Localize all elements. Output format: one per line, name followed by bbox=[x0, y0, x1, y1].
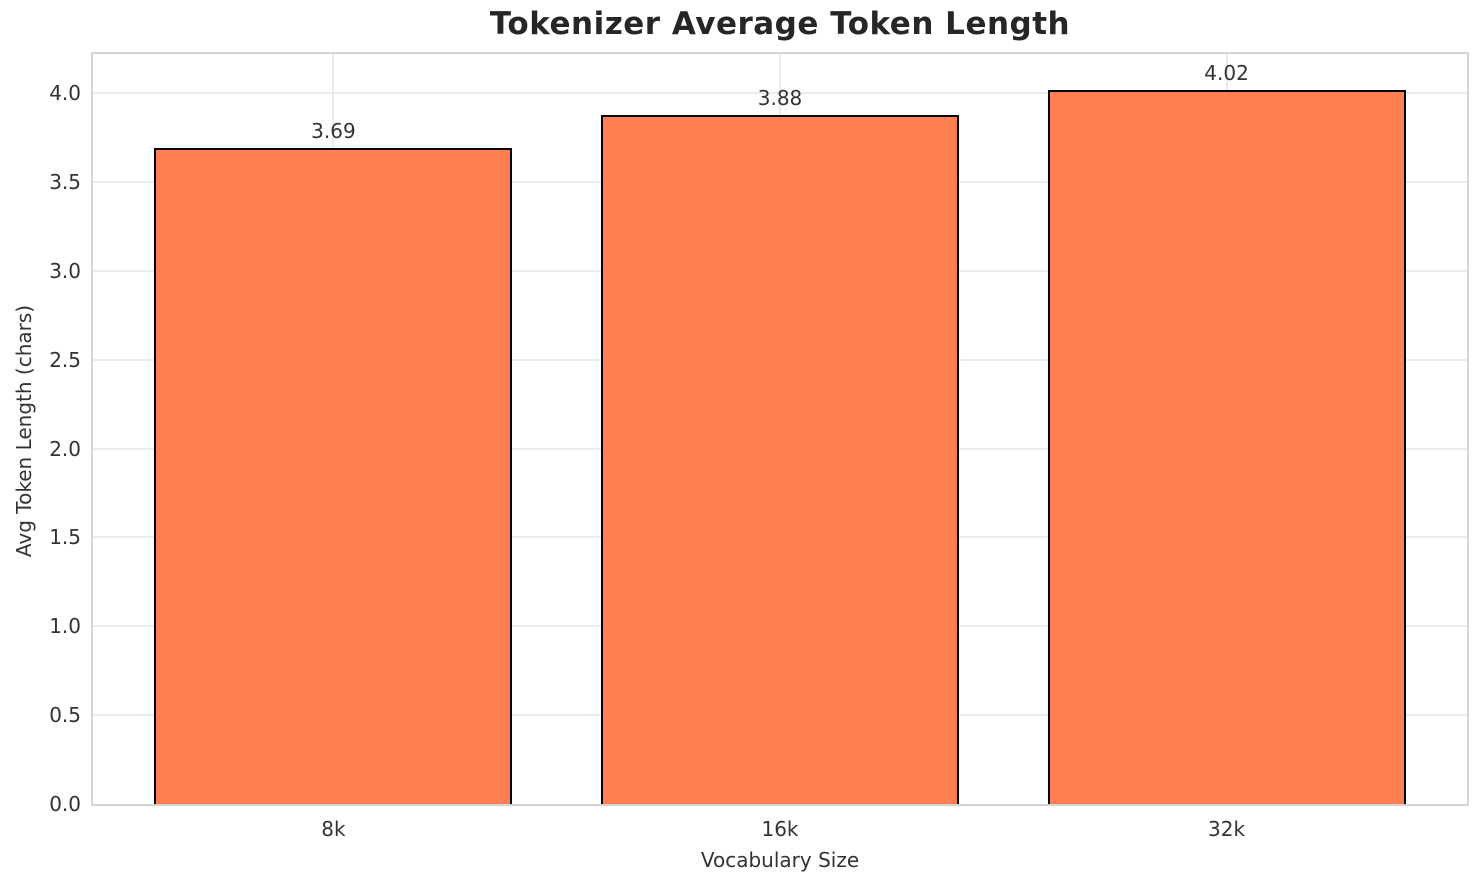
y-tick-label: 1.0 bbox=[49, 614, 81, 639]
x-axis-label: Vocabulary Size bbox=[700, 848, 860, 872]
y-tick-label: 1.5 bbox=[49, 525, 81, 550]
y-tick-label: 2.0 bbox=[49, 436, 81, 461]
bar-value-label: 4.02 bbox=[1204, 60, 1249, 85]
y-tick-label: 0.5 bbox=[49, 703, 81, 728]
y-tick-label: 3.0 bbox=[49, 258, 81, 283]
y-tick-label: 2.5 bbox=[49, 347, 81, 372]
plot-area bbox=[91, 52, 1469, 806]
y-tick-label: 4.0 bbox=[49, 81, 81, 106]
x-tick-label: 32k bbox=[1208, 817, 1246, 841]
chart-title: Tokenizer Average Token Length bbox=[489, 6, 1071, 42]
y-tick-label: 3.5 bbox=[49, 170, 81, 195]
bar bbox=[154, 148, 513, 804]
bar bbox=[1047, 89, 1406, 804]
bar-value-label: 3.88 bbox=[757, 85, 803, 110]
bar-value-label: 3.69 bbox=[311, 119, 356, 144]
y-tick-label: 0.0 bbox=[49, 792, 81, 816]
bar bbox=[601, 114, 959, 804]
x-tick-label: 8k bbox=[321, 817, 346, 841]
y-axis-label: Avg Token Length (chars) bbox=[12, 304, 36, 558]
x-tick-label: 16k bbox=[761, 817, 799, 841]
